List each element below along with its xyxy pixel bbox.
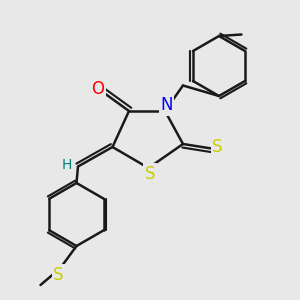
Text: S: S	[145, 165, 155, 183]
Text: O: O	[91, 80, 104, 98]
Text: H: H	[61, 158, 72, 172]
Text: N: N	[160, 96, 173, 114]
Text: S: S	[53, 266, 64, 284]
Text: S: S	[212, 138, 223, 156]
